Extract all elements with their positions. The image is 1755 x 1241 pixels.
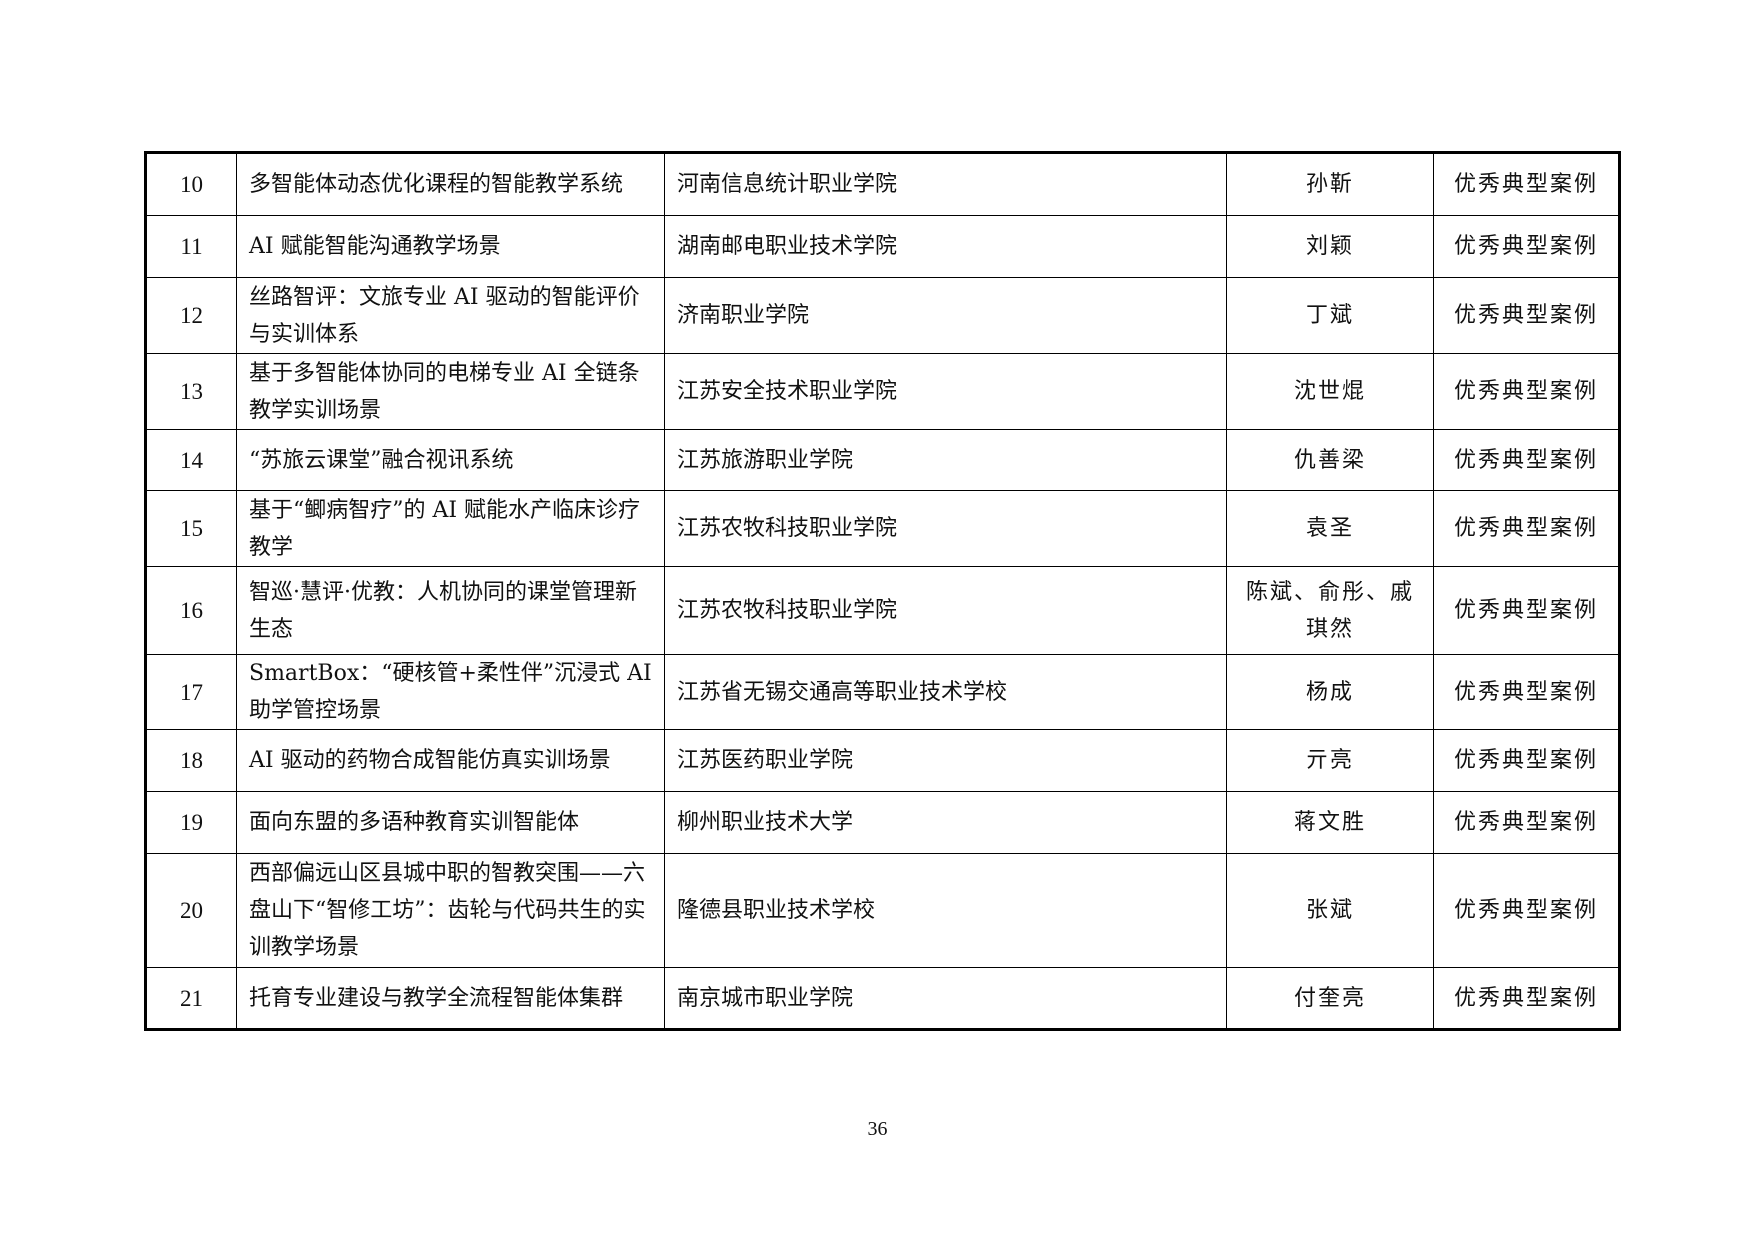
row-number: 11 — [145, 215, 237, 278]
case-title: AI 驱动的药物合成智能仿真实训场景 — [236, 729, 665, 792]
row-number: 15 — [145, 490, 237, 567]
award-level: 优秀典型案例 — [1433, 729, 1620, 792]
school-name: 江苏农牧科技职业学院 — [664, 490, 1227, 567]
person-name: 蒋文胜 — [1226, 791, 1434, 854]
school-name: 江苏农牧科技职业学院 — [664, 566, 1227, 655]
school-name: 南京城市职业学院 — [664, 967, 1227, 1030]
person-name: 仇善梁 — [1226, 429, 1434, 491]
case-title: 多智能体动态优化课程的智能教学系统 — [236, 152, 665, 216]
award-level: 优秀典型案例 — [1433, 152, 1620, 216]
case-title: “苏旅云课堂”融合视讯系统 — [236, 429, 665, 491]
person-name: 袁圣 — [1226, 490, 1434, 567]
school-name: 隆德县职业技术学校 — [664, 853, 1227, 968]
row-number: 13 — [145, 353, 237, 430]
person-name: 沈世焜 — [1226, 353, 1434, 430]
table-row: 11 AI 赋能智能沟通教学场景 湖南邮电职业技术学院 刘颖 优秀典型案例 — [145, 215, 1620, 278]
school-name: 湖南邮电职业技术学院 — [664, 215, 1227, 278]
person-name: 丁斌 — [1226, 277, 1434, 354]
table-row: 13 基于多智能体协同的电梯专业 AI 全链条教学实训场景 江苏安全技术职业学院 沈世… — [145, 353, 1620, 430]
page-number: 36 — [867, 1118, 888, 1140]
person-name: 张斌 — [1226, 853, 1434, 968]
award-level: 优秀典型案例 — [1433, 967, 1620, 1030]
person-name: 陈斌、俞彤、戚琪然 — [1226, 566, 1434, 655]
school-name: 济南职业学院 — [664, 277, 1227, 354]
table-body: 10 多智能体动态优化课程的智能教学系统 河南信息统计职业学院 孙靳 优秀典型案例 11 A… — [145, 152, 1620, 1030]
case-title: 丝路智评：文旅专业 AI 驱动的智能评价与实训体系 — [236, 277, 665, 354]
person-name: 孙靳 — [1226, 152, 1434, 216]
row-number: 10 — [145, 152, 237, 216]
case-title: 托育专业建设与教学全流程智能体集群 — [236, 967, 665, 1030]
person-name: 付奎亮 — [1226, 967, 1434, 1030]
table-row: 18 AI 驱动的药物合成智能仿真实训场景 江苏医药职业学院 亓亮 优秀典型案例 — [145, 729, 1620, 792]
award-level: 优秀典型案例 — [1433, 853, 1620, 968]
case-title: 面向东盟的多语种教育实训智能体 — [236, 791, 665, 854]
award-level: 优秀典型案例 — [1433, 654, 1620, 730]
school-name: 柳州职业技术大学 — [664, 791, 1227, 854]
award-level: 优秀典型案例 — [1433, 566, 1620, 655]
school-name: 江苏安全技术职业学院 — [664, 353, 1227, 430]
school-name: 江苏旅游职业学院 — [664, 429, 1227, 491]
case-title: 西部偏远山区县城中职的智教突围——六盘山下“智修工坊”：齿轮与代码共生的实训教学… — [236, 853, 665, 968]
case-title: 基于多智能体协同的电梯专业 AI 全链条教学实训场景 — [236, 353, 665, 430]
row-number: 20 — [145, 853, 237, 968]
case-title: 智巡·慧评·优教：人机协同的课堂管理新生态 — [236, 566, 665, 655]
school-name: 江苏医药职业学院 — [664, 729, 1227, 792]
case-title: 基于“鲫病智疗”的 AI 赋能水产临床诊疗教学 — [236, 490, 665, 567]
table-row: 14 “苏旅云课堂”融合视讯系统 江苏旅游职业学院 仇善梁 优秀典型案例 — [145, 429, 1620, 491]
person-name: 亓亮 — [1226, 729, 1434, 792]
row-number: 12 — [145, 277, 237, 354]
row-number: 16 — [145, 566, 237, 655]
table-row: 12 丝路智评：文旅专业 AI 驱动的智能评价与实训体系 济南职业学院 丁斌 优秀典型案… — [145, 277, 1620, 354]
award-level: 优秀典型案例 — [1433, 429, 1620, 491]
table-row: 21 托育专业建设与教学全流程智能体集群 南京城市职业学院 付奎亮 优秀典型案例 — [145, 967, 1620, 1030]
award-level: 优秀典型案例 — [1433, 277, 1620, 354]
row-number: 21 — [145, 967, 237, 1030]
school-name: 河南信息统计职业学院 — [664, 152, 1227, 216]
award-level: 优秀典型案例 — [1433, 215, 1620, 278]
award-level: 优秀典型案例 — [1433, 791, 1620, 854]
table-row: 19 面向东盟的多语种教育实训智能体 柳州职业技术大学 蒋文胜 优秀典型案例 — [145, 791, 1620, 854]
case-title: SmartBox：“硬核管+柔性伴”沉浸式 AI 助学管控场景 — [236, 654, 665, 730]
award-level: 优秀典型案例 — [1433, 353, 1620, 430]
person-name: 刘颖 — [1226, 215, 1434, 278]
school-name: 江苏省无锡交通高等职业技术学校 — [664, 654, 1227, 730]
table-row: 10 多智能体动态优化课程的智能教学系统 河南信息统计职业学院 孙靳 优秀典型案例 — [145, 152, 1620, 216]
table-row: 15 基于“鲫病智疗”的 AI 赋能水产临床诊疗教学 江苏农牧科技职业学院 袁圣 优秀典… — [145, 490, 1620, 567]
row-number: 19 — [145, 791, 237, 854]
table-row: 17 SmartBox：“硬核管+柔性伴”沉浸式 AI 助学管控场景 江苏省无锡交通… — [145, 654, 1620, 730]
award-level: 优秀典型案例 — [1433, 490, 1620, 567]
row-number: 17 — [145, 654, 237, 730]
row-number: 18 — [145, 729, 237, 792]
table-row: 20 西部偏远山区县城中职的智教突围——六盘山下“智修工坊”：齿轮与代码共生的实训… — [145, 853, 1620, 968]
person-name: 杨成 — [1226, 654, 1434, 730]
table-row: 16 智巡·慧评·优教：人机协同的课堂管理新生态 江苏农牧科技职业学院 陈斌、俞彤、戚… — [145, 566, 1620, 655]
case-title: AI 赋能智能沟通教学场景 — [236, 215, 665, 278]
row-number: 14 — [145, 429, 237, 491]
award-list-table: 10 多智能体动态优化课程的智能教学系统 河南信息统计职业学院 孙靳 优秀典型案例 11 A… — [144, 151, 1621, 1031]
